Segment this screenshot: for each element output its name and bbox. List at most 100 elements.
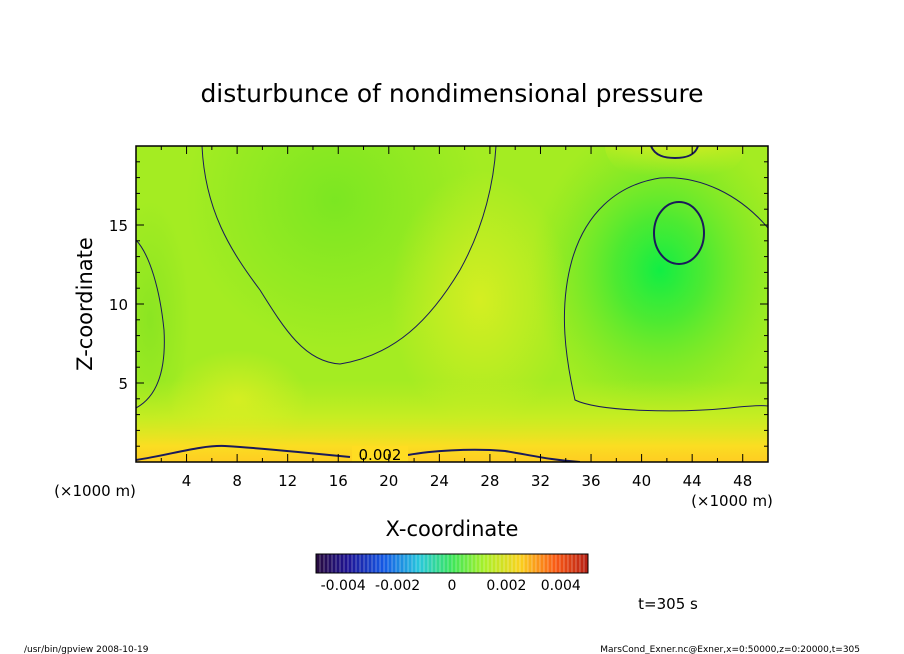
- time-label: t=305 s: [638, 595, 698, 613]
- colorbar-segment: [420, 554, 424, 573]
- colorbar-segment: [412, 554, 416, 573]
- x-tick-label: 12: [278, 472, 297, 490]
- colorbar-segment: [408, 554, 412, 573]
- colorbar-tick-labels: -0.004 -0.002 0 0.002 0.004: [321, 578, 581, 594]
- colorbar-segment: [384, 554, 388, 573]
- colorbar-frame: [315, 553, 589, 574]
- x-axis-label: X-coordinate: [386, 517, 519, 541]
- colorbar-segment: [476, 554, 480, 573]
- colorbar-segment: [560, 554, 564, 573]
- x-tick-label: 8: [232, 472, 242, 490]
- colorbar-segment: [568, 554, 572, 573]
- colorbar-segment: [340, 554, 344, 573]
- footer-left: /usr/bin/gpview 2008-10-19: [24, 645, 149, 654]
- contour-right: [563, 177, 768, 412]
- colorbar-segment: [396, 554, 400, 573]
- colorbar-segment: [448, 554, 452, 573]
- y-axis-label: Z-coordinate: [73, 237, 97, 371]
- colorbar-segment: [432, 554, 436, 573]
- colorbar-segment: [416, 554, 420, 573]
- shaded-field: [136, 146, 768, 462]
- colorbar-segment: [404, 554, 408, 573]
- colorbar-segment: [352, 554, 356, 573]
- colorbar-segment: [512, 554, 516, 573]
- x-tick-label: 16: [329, 472, 348, 490]
- y-tick-label: 15: [109, 217, 128, 235]
- colorbar-segment: [388, 554, 392, 573]
- colorbar-segment: [464, 554, 468, 573]
- colorbar-segment: [472, 554, 476, 573]
- colorbar-segment: [392, 554, 396, 573]
- colorbar-segment: [380, 554, 384, 573]
- colorbar-segment: [400, 554, 404, 573]
- colorbar-segment: [544, 554, 548, 573]
- colorbar-segment: [348, 554, 352, 573]
- x-tick-label: 48: [733, 472, 752, 490]
- x-tick-label: 32: [531, 472, 550, 490]
- chart-title: disturbunce of nondimensional pressure: [200, 79, 703, 108]
- x-axis-ticks: 4 8 12 16 20 24 28 32 36 40 44 48: [135, 146, 769, 490]
- x-tick-label: 36: [581, 472, 600, 490]
- colorbar-segment: [584, 554, 588, 573]
- contour-right-inner: [653, 201, 705, 265]
- colorbar-segment: [360, 554, 364, 573]
- colorbar-segment: [548, 554, 552, 573]
- colorbar-segment: [428, 554, 432, 573]
- y-axis-ticks: 5 10 15: [109, 145, 768, 463]
- colorbar-segment: [516, 554, 520, 573]
- colorbar-segment: [532, 554, 536, 573]
- colorbar-segment: [540, 554, 544, 573]
- colorbar-tick-label: 0.004: [541, 578, 581, 594]
- colorbar: [315, 554, 588, 573]
- contour-bottom-2: [407, 448, 581, 462]
- colorbar-segment: [508, 554, 512, 573]
- colorbar-segment: [336, 554, 340, 573]
- colorbar-segment: [424, 554, 428, 573]
- colorbar-segment: [356, 554, 360, 573]
- x-unit-label: (×1000 m): [691, 492, 773, 510]
- colorbar-segment: [528, 554, 532, 573]
- colorbar-segment: [524, 554, 528, 573]
- colorbar-segment: [496, 554, 500, 573]
- colorbar-segment: [504, 554, 508, 573]
- colorbar-segment: [344, 554, 348, 573]
- colorbar-segment: [436, 554, 440, 573]
- colorbar-tick-label: 0.002: [486, 578, 526, 594]
- x-tick-label: 40: [632, 472, 651, 490]
- colorbar-segment: [480, 554, 484, 573]
- colorbar-segment: [372, 554, 376, 573]
- colorbar-tick-label: -0.004: [321, 578, 366, 594]
- colorbar-segment: [460, 554, 464, 573]
- contour-center: [201, 146, 497, 365]
- colorbar-segment: [324, 554, 328, 573]
- colorbar-segment: [320, 554, 324, 573]
- x-tick-label: 28: [480, 472, 499, 490]
- colorbar-segment: [488, 554, 492, 573]
- x-tick-label: 24: [430, 472, 449, 490]
- colorbar-segment: [552, 554, 556, 573]
- colorbar-tick-label: 0: [448, 578, 457, 594]
- contour-label-bg: [352, 446, 408, 462]
- colorbar-segment: [492, 554, 496, 573]
- colorbar-segment: [444, 554, 448, 573]
- colorbar-segment: [456, 554, 460, 573]
- x-tick-label: 4: [182, 472, 192, 490]
- colorbar-segment: [328, 554, 332, 573]
- x-tick-label: 44: [683, 472, 702, 490]
- colorbar-segment: [332, 554, 336, 573]
- colorbar-segment: [556, 554, 560, 573]
- colorbar-segment: [572, 554, 576, 573]
- contour-left: [136, 239, 165, 409]
- y-tick-label: 5: [118, 375, 128, 393]
- colorbar-tick-label: -0.002: [375, 578, 420, 594]
- colorbar-segment: [440, 554, 444, 573]
- y-tick-label: 10: [109, 296, 128, 314]
- contour-top: [650, 146, 699, 160]
- contour-label: 0.002: [359, 446, 402, 464]
- footer-right: MarsCond_Exner.nc@Exner,x=0:50000,z=0:20…: [600, 645, 860, 654]
- colorbar-segment: [368, 554, 372, 573]
- colorbar-segment: [576, 554, 580, 573]
- colorbar-segment: [564, 554, 568, 573]
- colorbar-segment: [580, 554, 584, 573]
- x-tick-label: 20: [379, 472, 398, 490]
